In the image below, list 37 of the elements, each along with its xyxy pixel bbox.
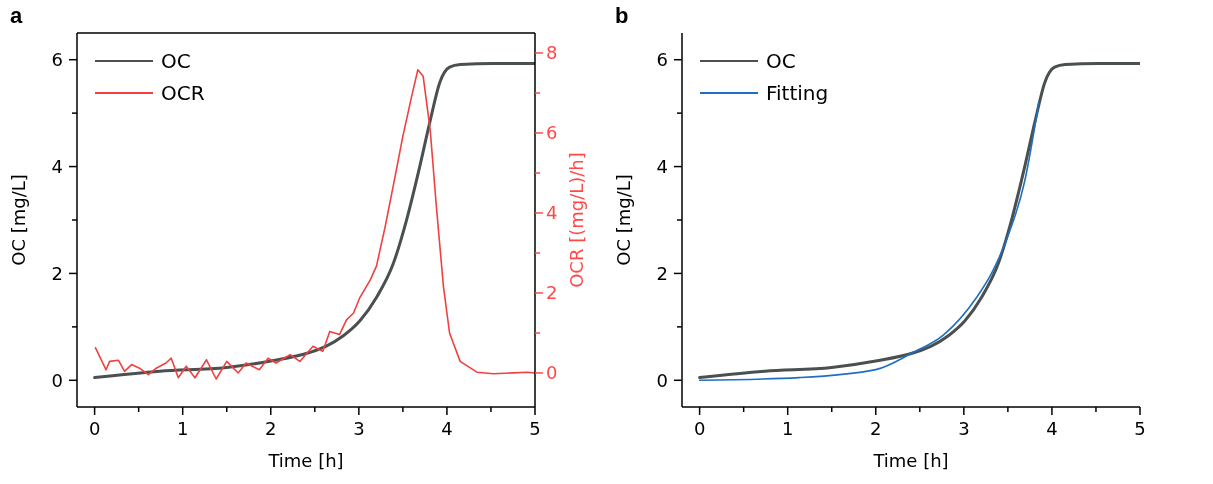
x-tick-label: 0 xyxy=(88,418,101,439)
y-tick-label: 0 xyxy=(51,369,63,391)
x-tick-label: 4 xyxy=(441,418,453,439)
x-axis-title: Time [h] xyxy=(267,450,344,471)
chart-title: b xyxy=(615,3,629,28)
y2-axis-title: OCR [(mg/L)/h] xyxy=(566,152,587,288)
y-tick-label: 2 xyxy=(51,262,63,284)
legend-label: OCR xyxy=(161,81,205,105)
x-tick-label: 4 xyxy=(1046,418,1058,439)
x-tick-label: 2 xyxy=(870,418,882,439)
y-tick-label: 6 xyxy=(51,49,63,71)
y-tick-label: 0 xyxy=(656,369,668,391)
y2-tick-label: 8 xyxy=(546,42,558,64)
y2-tick-label: 4 xyxy=(546,202,558,224)
y-axis-title: OC [mg/L] xyxy=(8,174,29,266)
x-tick-label: 3 xyxy=(353,418,365,439)
chart-title: a xyxy=(10,3,23,28)
y-axis-title: OC [mg/L] xyxy=(613,174,634,266)
legend-label: OC xyxy=(766,49,796,73)
x-tick-label: 0 xyxy=(693,418,706,439)
x-tick-label: 1 xyxy=(781,418,794,439)
legend-label: Fitting xyxy=(766,81,829,105)
y-tick-label: 4 xyxy=(51,155,63,177)
x-tick-label: 5 xyxy=(529,418,541,439)
x-tick-label: 1 xyxy=(176,418,189,439)
y-tick-label: 4 xyxy=(656,155,668,177)
y2-tick-label: 0 xyxy=(546,362,558,384)
y-tick-label: 2 xyxy=(656,262,668,284)
legend-label: OC xyxy=(161,49,191,73)
y2-tick-label: 2 xyxy=(546,282,558,304)
x-tick-label: 5 xyxy=(1134,418,1146,439)
x-axis-title: Time [h] xyxy=(872,450,949,471)
x-tick-label: 2 xyxy=(265,418,277,439)
y2-tick-label: 6 xyxy=(546,122,558,144)
y-tick-label: 6 xyxy=(656,49,668,71)
line-series xyxy=(698,102,1040,382)
x-tick-label: 3 xyxy=(958,418,970,439)
